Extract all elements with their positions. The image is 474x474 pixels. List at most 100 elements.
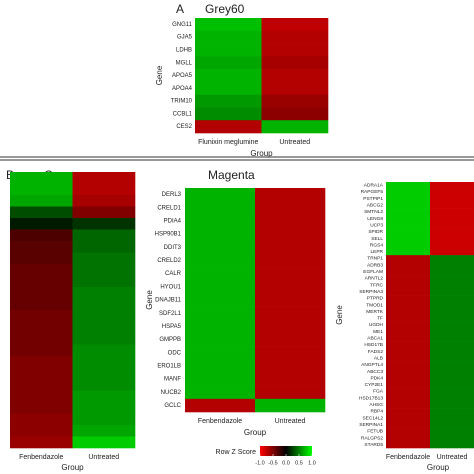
x-tick-label: Untreated — [88, 454, 119, 461]
y-tick-label: TMOD1 — [366, 302, 383, 308]
y-tick-label: RGS4 — [370, 242, 383, 248]
heatmap-cell — [430, 368, 474, 376]
heatmap-cell — [386, 368, 431, 376]
y-tick-label: TFRC — [370, 282, 383, 288]
y-tick-label: SELL — [371, 236, 383, 242]
y-tick-label: AHSG — [369, 402, 383, 408]
heatmap-cell — [10, 206, 73, 219]
heatmap-cell — [430, 308, 474, 316]
heatmap-cell — [72, 218, 136, 230]
y-tick-label: APOA4 — [172, 86, 193, 92]
y-tick-label: PSTPIP1 — [363, 196, 383, 202]
heatmap-cell — [430, 334, 474, 342]
y-axis-label: Gene — [335, 305, 344, 325]
heatmap-cell — [72, 310, 136, 322]
heatmap-cell — [386, 281, 431, 289]
heatmap-cell — [185, 293, 256, 307]
y-tick-label: SERPINA1 — [359, 422, 383, 428]
heatmap-cell — [386, 348, 431, 356]
heatmap-cell — [430, 248, 474, 256]
heatmap-cell — [195, 43, 262, 57]
heatmap-cell — [255, 240, 326, 255]
y-tick-label: RALGPS2 — [361, 435, 383, 441]
heatmap-cell — [185, 188, 256, 202]
y-tick-label: LEPR — [370, 249, 383, 255]
y-axis-label: Gene — [155, 65, 164, 85]
heatmap-cell — [72, 402, 136, 414]
heatmap-cell — [10, 413, 73, 426]
heatmap-cell — [195, 120, 262, 134]
heatmap-cell — [72, 367, 136, 380]
heatmap-cell — [386, 374, 431, 382]
heatmap-cell — [10, 310, 73, 322]
y-tick-label: SERPINA3 — [359, 289, 383, 295]
y-tick-label: DNAJB11 — [155, 298, 182, 304]
heatmap-cell — [386, 288, 431, 296]
x-tick-label: Untreated — [275, 418, 306, 425]
y-tick-label: PDIA4 — [164, 219, 182, 225]
heatmap-cell — [72, 206, 136, 219]
y-tick-label: ME1 — [373, 329, 383, 335]
heatmap-cell — [10, 436, 73, 449]
heatmap-cell — [72, 333, 136, 345]
y-tick-label: GNG11 — [172, 22, 193, 28]
heatmap-cell — [386, 341, 431, 349]
x-tick-label: Untreated — [437, 454, 468, 461]
heatmap-cell — [10, 298, 73, 311]
heatmap-cell — [10, 172, 73, 184]
heatmap-cell — [10, 379, 73, 391]
heatmap-cell — [386, 235, 431, 243]
heatmap-cell — [430, 315, 474, 322]
heatmap-cell — [430, 388, 474, 396]
heatmap-cell — [185, 201, 256, 215]
heatmap-cell — [386, 328, 431, 336]
heatmap-cell — [386, 255, 431, 263]
y-tick-label: TRIM10 — [171, 99, 193, 105]
y-tick-label: ADRA1A — [364, 183, 384, 189]
y-tick-label: HSP90B1 — [155, 232, 182, 238]
y-tick-label: GJA5 — [177, 35, 193, 41]
y-tick-label: HSPA5 — [162, 324, 182, 330]
heatmap-cell — [195, 56, 262, 70]
heatmap-cell — [255, 227, 326, 242]
colorbar — [260, 446, 312, 456]
heatmap-cell — [185, 214, 256, 228]
heatmap-cell — [10, 367, 73, 380]
y-tick-label: DERL3 — [162, 192, 182, 198]
legend-tick-label: 0.5 — [295, 460, 303, 466]
y-tick-label: PTPRD — [367, 296, 384, 302]
x-tick-label: Fenbendazole — [386, 454, 430, 461]
heatmap-cell — [10, 390, 73, 403]
heatmap-cell — [72, 252, 136, 265]
heatmap-cell — [386, 361, 431, 369]
heatmap-cell — [430, 201, 474, 209]
heatmap-cell — [261, 107, 329, 121]
heatmap-cell — [185, 240, 256, 255]
heatmap-cell — [430, 328, 474, 336]
y-tick-label: LENG8 — [367, 216, 383, 222]
y-tick-label: APOA5 — [172, 73, 193, 79]
heatmap-cell — [386, 354, 431, 362]
heatmap-cell — [386, 241, 431, 249]
legend-tick-label: 1.0 — [308, 460, 316, 466]
y-tick-label: UGDH — [369, 322, 384, 328]
x-axis-label: Group — [244, 428, 267, 437]
heatmap-cell — [386, 321, 431, 329]
y-tick-label: FADS2 — [368, 349, 384, 355]
y-tick-label: GMPPB — [159, 337, 181, 343]
heatmap-cell — [72, 390, 136, 403]
heatmap-cell — [72, 356, 136, 368]
y-tick-label: CES2 — [176, 124, 192, 130]
heatmap-cell — [430, 295, 474, 302]
heatmap-cell — [386, 315, 431, 322]
heatmap-cell — [255, 398, 326, 413]
heatmap-cell — [10, 218, 73, 230]
heatmap-cell — [10, 195, 73, 207]
heatmap-cell — [255, 372, 326, 386]
y-tick-label: RBP4 — [370, 409, 383, 415]
heatmap-cell — [10, 183, 73, 196]
heatmap-cell — [430, 381, 474, 389]
heatmap-cell — [430, 255, 474, 263]
y-tick-label: MANF — [164, 377, 181, 383]
